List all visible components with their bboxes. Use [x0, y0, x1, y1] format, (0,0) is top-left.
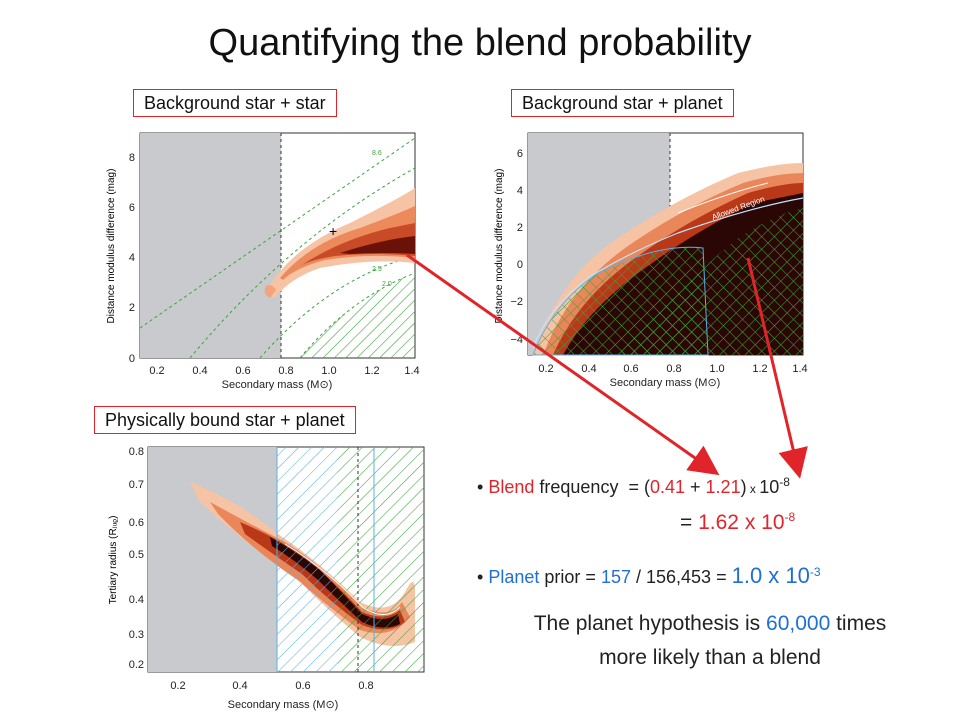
ytick: −4 — [510, 334, 523, 346]
ytick: 6 — [517, 148, 523, 160]
label-star-star: Background star + star — [133, 89, 337, 117]
xtick: 0.2 — [538, 363, 553, 375]
ytick: 2 — [517, 222, 523, 234]
ytick: 0.5 — [129, 549, 144, 561]
xtick: 1.4 — [792, 363, 807, 375]
ytick: 0.4 — [129, 594, 144, 606]
ytick: 0.2 — [129, 659, 144, 671]
xtick: 0.4 — [192, 365, 207, 377]
prior-word: prior = — [544, 567, 596, 587]
yaxis-label: Distance modulus difference (mag) — [106, 169, 117, 324]
prior-equals: = — [711, 567, 732, 587]
xtick: 1.2 — [752, 363, 767, 375]
planet-word: Planet — [488, 567, 540, 587]
power-exponent: -8 — [779, 475, 790, 489]
xtick: 0.2 — [149, 365, 164, 377]
ytick: 8 — [129, 152, 135, 164]
yaxis-label: Tertiary radius (Rⱼᵤᵨ) — [108, 516, 119, 605]
blend-result: 1.62 x 10 — [698, 511, 785, 534]
xtick: 1.4 — [404, 365, 419, 377]
xtick: 0.6 — [623, 363, 638, 375]
arrow-to-first-term — [406, 253, 720, 476]
plot-star-planet: Allowed Region −4 −2 0 2 4 6 0.2 0.4 0.6… — [494, 132, 808, 389]
conclusion-line2: more likely than a blend — [599, 646, 821, 669]
xtick: 0.4 — [232, 680, 247, 692]
result-equals: = — [680, 511, 699, 534]
xtick: 1.2 — [364, 365, 379, 377]
xtick: 0.8 — [666, 363, 681, 375]
ytick: 4 — [517, 185, 523, 197]
slash: / — [630, 567, 646, 587]
xtick: 1.0 — [709, 363, 724, 375]
ytick: 0.7 — [129, 479, 144, 491]
xtick: 0.8 — [278, 365, 293, 377]
xaxis-label: Secondary mass (M⊙) — [228, 699, 339, 711]
close-paren: ) — [740, 477, 747, 497]
bullet: • — [477, 477, 484, 497]
times-sign: x — [746, 482, 760, 496]
blend-frequency-line: • Blend frequency = (0.41 + 1.21) x 10-8 — [477, 475, 790, 498]
ytick: 0.3 — [129, 629, 144, 641]
ytick: 6 — [129, 202, 135, 214]
blend-result-line: = 1.62 x 10-8 — [680, 510, 795, 535]
contour-label: 2.5 — [372, 266, 382, 273]
ytick: 0.8 — [129, 446, 144, 458]
svg-text:+: + — [329, 223, 337, 239]
equals-open: = ( — [628, 477, 650, 497]
xtick: 0.8 — [358, 680, 373, 692]
blend-word: Blend — [488, 477, 535, 497]
xtick: 0.4 — [581, 363, 596, 375]
conclusion-text: times — [830, 612, 887, 635]
contour-label: 2.0 — [382, 281, 392, 288]
plot-star-star: + 0 2 4 6 8 0.2 0.4 0.6 0.8 1.0 1.2 1.4 … — [106, 132, 420, 391]
planet-prior-line: • Planet prior = 157 / 156,453 = 1.0 x 1… — [477, 563, 821, 589]
yaxis-label: Distance modulus difference (mag) — [494, 169, 505, 324]
ytick: 0 — [517, 259, 523, 271]
ytick: 2 — [129, 302, 135, 314]
label-star-planet: Background star + planet — [511, 89, 734, 117]
ytick: 0.6 — [129, 517, 144, 529]
term-star-star: 0.41 — [649, 477, 686, 497]
plot-bound: 0.2 0.3 0.4 0.5 0.6 0.7 0.8 0.2 0.4 0.6 … — [108, 446, 425, 711]
power-base: 10 — [759, 477, 780, 497]
xtick: 0.6 — [295, 680, 310, 692]
slide-title: Quantifying the blend probability — [208, 22, 752, 64]
ytick: −2 — [510, 296, 523, 308]
frequency-word: frequency — [539, 477, 619, 497]
blend-result-exponent: -8 — [784, 510, 796, 524]
xaxis-label: Secondary mass (M⊙) — [222, 379, 333, 391]
xtick: 1.0 — [321, 365, 336, 377]
prior-value: 1.0 x 10 — [731, 563, 810, 588]
xaxis-label: Secondary mass (M⊙) — [610, 377, 721, 389]
arrow-to-second-term — [746, 257, 808, 479]
prior-denominator: 156,453 — [646, 567, 712, 587]
ytick: 0 — [129, 353, 135, 365]
contour-label: 8.6 — [372, 150, 382, 157]
conclusion-text: The planet hypothesis is — [533, 612, 767, 635]
xtick: 0.6 — [235, 365, 250, 377]
ratio-value: 60,000 — [766, 612, 831, 635]
prior-exponent: -3 — [809, 565, 821, 579]
prior-numerator: 157 — [600, 567, 631, 587]
bullet: • — [477, 567, 484, 587]
term-star-planet: 1.21 — [705, 477, 741, 497]
xtick: 0.2 — [170, 680, 185, 692]
plus-sign: + — [685, 477, 706, 497]
label-bound: Physically bound star + planet — [94, 406, 356, 434]
ytick: 4 — [129, 252, 135, 264]
conclusion: The planet hypothesis is 60,000 times mo… — [470, 607, 950, 675]
